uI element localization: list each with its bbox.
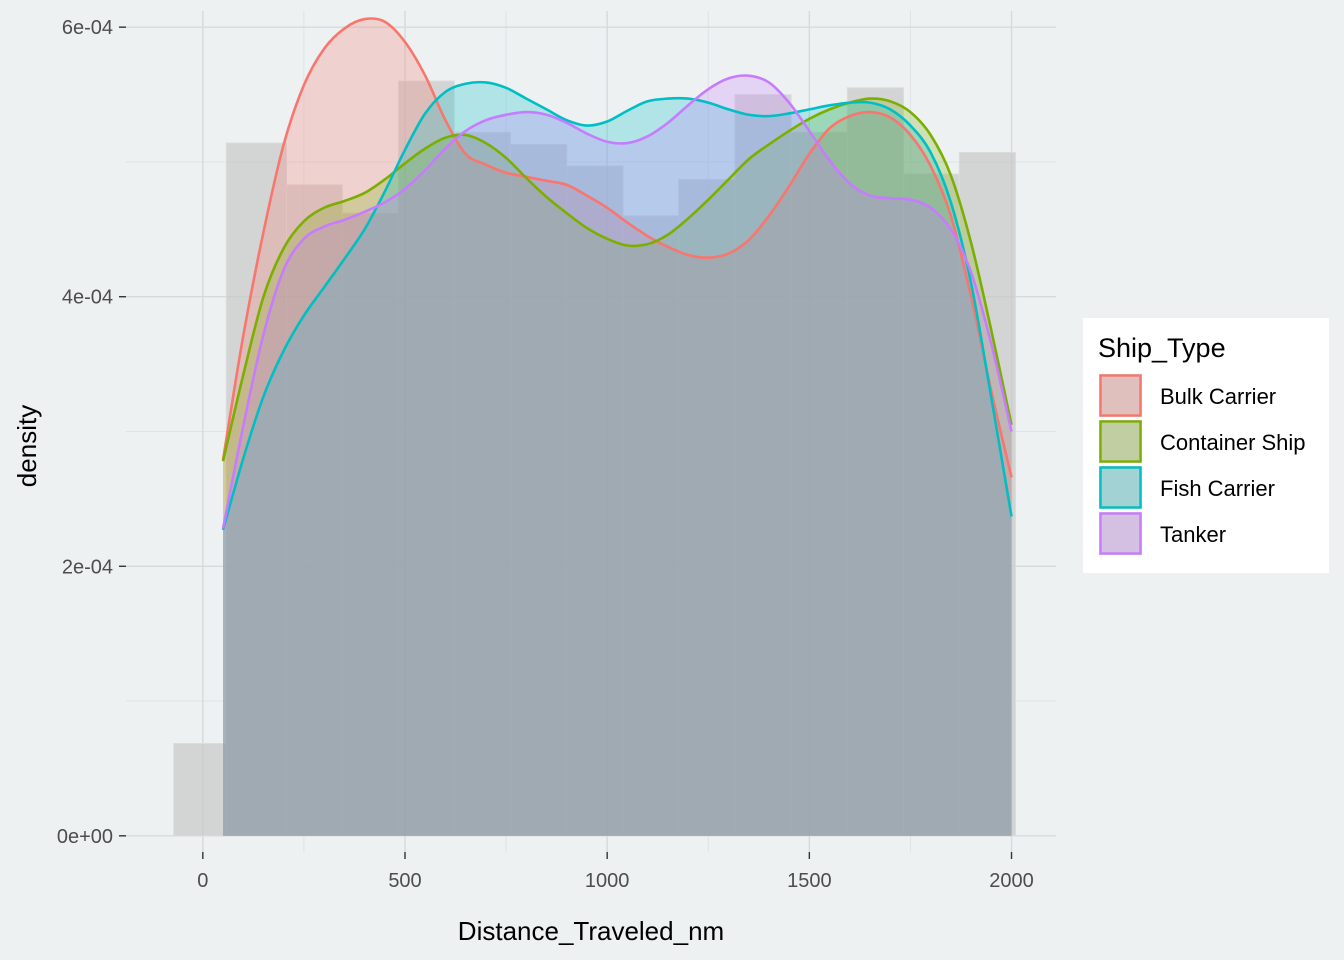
density-line-tanker <box>221 74 1013 529</box>
density-area-tanker <box>223 75 1012 836</box>
density-lines <box>221 17 1013 531</box>
legend-key-bg <box>1099 512 1142 555</box>
histogram-bar <box>566 165 624 837</box>
legend-key-bg <box>1099 420 1142 463</box>
y-tick-label: 4e-04 <box>62 287 113 309</box>
legend-label-fish-carrier: Fish Carrier <box>1160 476 1275 501</box>
density-line-bulk-carrier <box>221 17 1013 478</box>
histogram-bar <box>341 212 400 837</box>
axes: 0 500 1000 1500 2000 0e+00 2e-04 4e-04 6e-04 <box>57 17 1034 892</box>
legend-swatch-fish-carrier <box>1099 466 1142 509</box>
legend-label-tanker: Tanker <box>1160 522 1226 547</box>
density-areas <box>223 18 1012 836</box>
density-line-fish-carrier <box>221 80 1013 531</box>
density-line-container-ship <box>221 97 1013 462</box>
legend-item-container-ship: Container Ship <box>1099 420 1306 463</box>
legend-swatch-bulk-carrier <box>1099 374 1142 417</box>
histogram-bar <box>903 173 960 837</box>
y-tick-label: 6e-04 <box>62 17 113 39</box>
legend-item-fish-carrier: Fish Carrier <box>1099 466 1275 509</box>
histogram-bar <box>225 142 288 837</box>
legend-swatch-tanker <box>1099 512 1142 555</box>
histogram-bar <box>510 143 568 837</box>
legend-label-bulk-carrier: Bulk Carrier <box>1160 384 1276 409</box>
legend-item-bulk-carrier: Bulk Carrier <box>1099 374 1276 417</box>
histogram-bar <box>622 215 680 837</box>
x-tick-label: 1000 <box>585 870 630 892</box>
x-tick-label: 1500 <box>787 870 832 892</box>
histogram-bar <box>734 94 792 837</box>
legend-label-container-ship: Container Ship <box>1160 430 1306 455</box>
histogram-bar <box>286 184 343 837</box>
legend-swatch-container-ship <box>1099 420 1142 463</box>
x-tick-label: 2000 <box>989 870 1034 892</box>
x-tick-label: 500 <box>388 870 421 892</box>
legend-item-tanker: Tanker <box>1099 512 1226 555</box>
density-area-container-ship <box>223 98 1012 836</box>
legend-key-bg <box>1099 466 1142 509</box>
x-axis-title: Distance_Traveled_nm <box>458 916 724 946</box>
legend-items: Bulk Carrier Container Ship Fish Carrier Ta… <box>1099 374 1306 555</box>
density-area-fish-carrier <box>223 82 1012 836</box>
legend: Ship_Type Bulk Carrier Container Ship Fish… <box>1083 318 1329 573</box>
density-area-bulk-carrier <box>223 18 1012 836</box>
legend-title: Ship_Type <box>1098 333 1226 363</box>
y-tick-label: 0e+00 <box>57 826 113 848</box>
y-axis-title: density <box>12 405 42 487</box>
histogram-bar <box>453 131 512 837</box>
x-tick-label: 0 <box>197 870 208 892</box>
histogram-bar <box>678 178 736 837</box>
y-tick-label: 2e-04 <box>62 556 113 578</box>
histogram-bar <box>398 80 455 837</box>
histogram-bars <box>173 80 1017 837</box>
legend-key-bg <box>1099 374 1142 417</box>
histogram-bar <box>173 743 227 837</box>
